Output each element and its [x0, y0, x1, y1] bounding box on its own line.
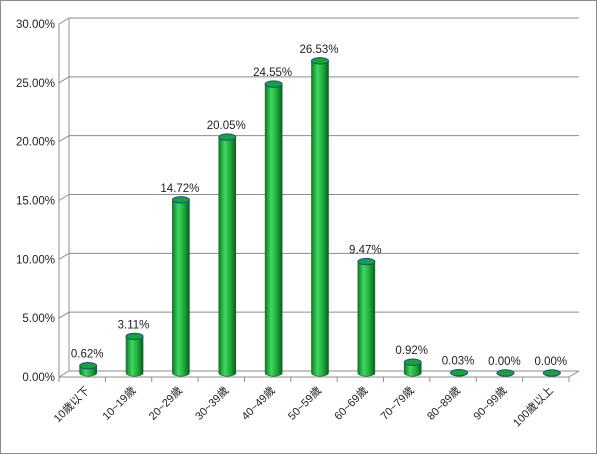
data-label: 14.72%	[160, 183, 199, 195]
y-tick-label: 0.00%	[22, 372, 55, 384]
category-label: 20~29歲	[145, 383, 185, 423]
category-label: 10歲以下	[50, 383, 92, 425]
bar	[79, 362, 98, 377]
category-label: 90~99歲	[470, 383, 510, 423]
bar-top	[264, 80, 283, 88]
bar-body	[218, 136, 237, 377]
bar	[125, 332, 144, 377]
y-tick-label: 5.00%	[22, 313, 55, 325]
data-label: 0.03%	[442, 356, 475, 368]
category-label: 70~79歲	[377, 383, 417, 423]
y-tick-labels: 0.00% 5.00% 10.00% 15.00% 20.00% 25.00% 30.00%	[16, 19, 55, 384]
bar-top	[450, 368, 469, 377]
bar-body	[125, 336, 144, 377]
bar-top	[496, 369, 515, 377]
y-tick-label: 10.00%	[16, 254, 55, 266]
bar-body	[172, 199, 190, 377]
category-label: 80~89歲	[424, 383, 464, 423]
bar	[496, 369, 515, 377]
y-tick-label: 30.00%	[16, 19, 55, 31]
bar	[542, 369, 561, 377]
floor-edge	[568, 370, 580, 378]
y-tick-label: 15.00%	[16, 196, 55, 208]
bar-top	[125, 332, 144, 341]
data-label: 0.92%	[395, 345, 428, 357]
x-category-labels: 10歲以下 10~19歲 20~29歲 30~39歲 40~49歲 50~59歲 60~69…	[50, 383, 556, 429]
axes	[58, 18, 580, 382]
bar-body	[357, 261, 376, 377]
bar-body	[311, 60, 329, 377]
category-label: 30~39歲	[192, 383, 232, 423]
bar	[311, 57, 329, 377]
bar-top	[171, 196, 190, 204]
gridline-depth	[58, 311, 70, 319]
data-label: 3.11%	[118, 319, 150, 331]
bar	[264, 80, 283, 377]
bar-top	[403, 358, 422, 366]
bar	[357, 257, 376, 377]
bar-top	[357, 257, 376, 266]
y-tick-label: 25.00%	[16, 78, 55, 90]
gridline-depth	[58, 17, 70, 25]
gridline-depth	[58, 194, 70, 201]
gridline-depth	[58, 76, 70, 84]
gridline-depth	[58, 252, 70, 260]
data-label: 20.05%	[207, 120, 246, 132]
category-label: 40~49歲	[238, 383, 278, 423]
category-label: 10~19歲	[99, 383, 139, 423]
data-label: 0.00%	[488, 356, 521, 368]
bar-top	[311, 57, 329, 65]
bars	[79, 57, 561, 377]
bar-body	[264, 83, 283, 377]
y-tick-label: 20.00%	[16, 137, 55, 149]
category-label: 60~69歲	[331, 383, 371, 423]
bar	[218, 133, 237, 377]
gridline-depth	[58, 135, 70, 143]
bar-top	[542, 369, 561, 377]
category-label: 100歲以上	[510, 383, 556, 429]
bar	[171, 196, 190, 377]
bar-top	[218, 133, 237, 141]
bar-body	[403, 361, 422, 377]
data-label: 24.55%	[253, 67, 292, 79]
data-label: 0.00%	[535, 356, 568, 368]
gridline-depth	[58, 370, 70, 378]
data-label: 26.53%	[299, 44, 338, 56]
data-label: 0.62%	[71, 349, 104, 361]
data-labels: 0.62% 3.11% 14.72% 20.05% 24.55% 26.53% 9.47% 0…	[71, 44, 567, 368]
bar	[403, 358, 422, 377]
data-label: 9.47%	[349, 245, 382, 257]
category-label: 50~59歲	[285, 383, 325, 423]
bar-top	[79, 362, 98, 370]
bar	[450, 368, 469, 377]
